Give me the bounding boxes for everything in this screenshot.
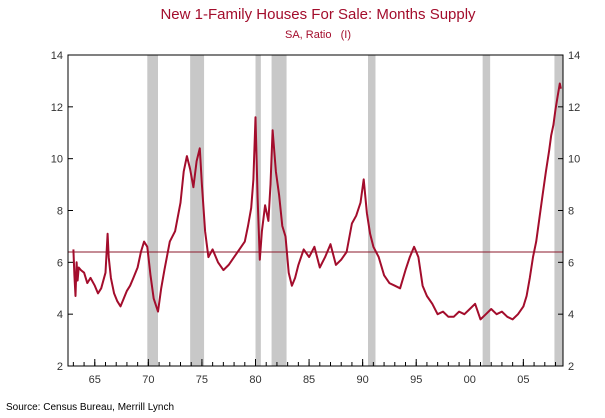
x-tick-label-1985: 85 bbox=[303, 374, 315, 386]
y-axis-right: 2 4 6 8 10 12 14 bbox=[558, 50, 580, 373]
x-tick-label-2005: 05 bbox=[517, 374, 529, 386]
y-tick-label-left-8: 8 bbox=[57, 206, 63, 218]
x-tick-label-1980: 80 bbox=[249, 374, 261, 386]
y-tick-label-left-10: 10 bbox=[51, 154, 63, 166]
source-note: Source: Census Bureau, Merrill Lynch bbox=[6, 402, 174, 413]
chart-subtitle: SA, Ratio (I) bbox=[285, 29, 351, 41]
y-tick-label-left-14: 14 bbox=[51, 50, 63, 62]
y-tick-label-right-8: 8 bbox=[568, 206, 574, 218]
y-tick-label-right-4: 4 bbox=[568, 309, 574, 321]
recession-band-5 bbox=[368, 55, 376, 366]
recession-band-6 bbox=[482, 55, 491, 366]
x-tick-label-2000: 00 bbox=[464, 374, 476, 386]
x-tick-label-1990: 90 bbox=[357, 374, 369, 386]
series-group bbox=[72, 82, 562, 321]
y-tick-label-left-6: 6 bbox=[57, 257, 63, 269]
recession-band-2 bbox=[190, 55, 205, 366]
y-tick-label-right-6: 6 bbox=[568, 257, 574, 269]
y-tick-label-left-12: 12 bbox=[51, 102, 63, 114]
y-tick-label-right-12: 12 bbox=[568, 102, 580, 114]
recession-band-1 bbox=[147, 55, 158, 366]
x-tick-label-1975: 75 bbox=[196, 374, 208, 386]
recession-bands bbox=[147, 55, 563, 366]
x-tick-label-1970: 70 bbox=[142, 374, 154, 386]
y-tick-label-left-2: 2 bbox=[57, 361, 63, 373]
x-tick-label-1965: 65 bbox=[89, 374, 101, 386]
series-line-1 bbox=[72, 82, 562, 321]
y-tick-label-right-10: 10 bbox=[568, 154, 580, 166]
y-tick-label-left-4: 4 bbox=[57, 309, 63, 321]
y-tick-label-right-14: 14 bbox=[568, 50, 580, 62]
recession-band-4 bbox=[271, 55, 287, 366]
x-axis: 65 70 75 80 85 90 95 00 05 bbox=[72, 359, 556, 386]
x-tick-label-1995: 95 bbox=[410, 374, 422, 386]
chart-title: New 1-Family Houses For Sale: Months Sup… bbox=[160, 6, 476, 23]
y-axis-left: 2 4 6 8 10 12 14 bbox=[51, 50, 73, 373]
y-tick-label-right-2: 2 bbox=[568, 361, 574, 373]
